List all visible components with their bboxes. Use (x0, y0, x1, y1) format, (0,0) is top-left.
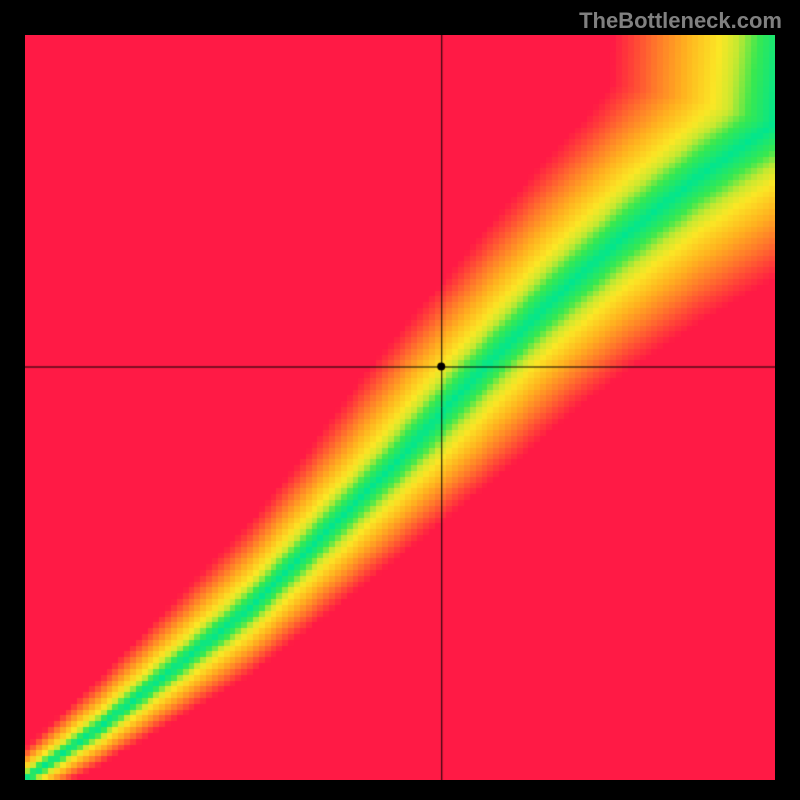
watermark-text: TheBottleneck.com (579, 8, 782, 34)
heatmap-chart (25, 35, 775, 780)
heatmap-canvas (25, 35, 775, 780)
